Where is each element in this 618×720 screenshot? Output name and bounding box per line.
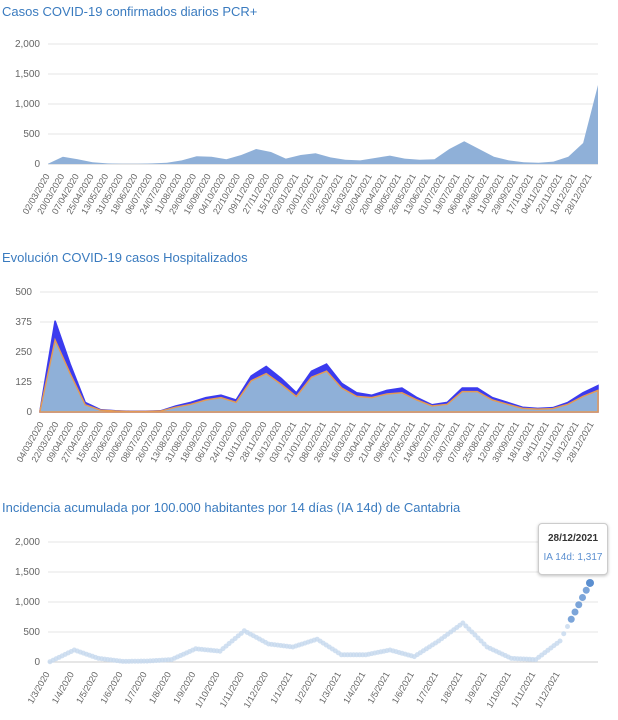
y-tick-label: 1,500 xyxy=(15,69,40,80)
y-tick-label: 0 xyxy=(26,407,32,418)
x-tick-label: 1/3/2020 xyxy=(26,670,52,705)
data-point xyxy=(460,620,466,626)
data-point xyxy=(575,601,583,609)
y-tick-label: 1,000 xyxy=(15,99,40,110)
x-tick-label: 1/4/2021 xyxy=(341,670,367,705)
y-tick-label: 2,000 xyxy=(15,537,40,548)
cases-area xyxy=(48,84,598,164)
chart2-title: Evolución COVID-19 casos Hospitalizados xyxy=(2,250,248,265)
data-point xyxy=(557,638,563,644)
y-tick-label: 500 xyxy=(23,129,40,140)
chart1-title: Casos COVID-19 confirmados diarios PCR+ xyxy=(2,4,258,19)
data-point xyxy=(463,623,469,629)
data-point xyxy=(475,635,481,641)
data-point xyxy=(472,632,478,638)
data-point xyxy=(571,608,579,616)
y-tick-label: 125 xyxy=(15,377,32,388)
y-tick-label: 0 xyxy=(34,657,40,668)
data-point xyxy=(481,641,487,647)
chart3-title: Incidencia acumulada por 100.000 habitan… xyxy=(2,500,461,515)
x-tick-label: 1/12/2021 xyxy=(533,670,562,710)
chart-hospitalized: 012525037550004/03/202022/03/202009/04/2… xyxy=(15,287,599,464)
tooltip-value: IA 14d: 1,317 xyxy=(543,552,603,563)
x-tick-label: 1/6/2021 xyxy=(390,670,416,705)
y-tick-label: 2,000 xyxy=(15,39,40,50)
x-tick-label: 1/5/2021 xyxy=(366,670,392,705)
y-tick-label: 250 xyxy=(15,347,32,358)
x-tick-label: 1/3/2021 xyxy=(317,670,343,705)
x-tick-label: 1/7/2020 xyxy=(123,670,149,705)
data-point xyxy=(579,593,586,601)
x-tick-label: 1/12/2020 xyxy=(242,670,271,710)
y-tick-label: 375 xyxy=(15,317,32,328)
data-point xyxy=(567,615,575,623)
data-point xyxy=(582,586,590,594)
tooltip-date: 28/12/2021 xyxy=(547,533,599,544)
y-tick-label: 1,500 xyxy=(15,567,40,578)
x-tick-label: 1/9/2020 xyxy=(171,670,197,705)
series-base-area xyxy=(39,337,599,413)
x-tick-label: 1/7/2021 xyxy=(414,670,440,705)
data-point xyxy=(478,638,484,644)
data-point xyxy=(565,623,570,629)
x-tick-label: 1/9/2021 xyxy=(463,670,489,705)
x-tick-label: 1/1/2021 xyxy=(268,670,294,705)
data-point xyxy=(466,626,472,632)
chart-incidence: 05001,0001,5002,0001/3/20201/4/20201/5/2… xyxy=(15,537,598,710)
data-point xyxy=(469,629,475,635)
x-tick-label: 1/2/2021 xyxy=(293,670,319,705)
x-tick-label: 1/5/2020 xyxy=(74,670,100,705)
chart-daily-cases: 05001,0001,5002,00002/03/202020/03/20200… xyxy=(15,39,598,216)
data-point-last xyxy=(586,578,594,587)
x-tick-label: 1/8/2020 xyxy=(147,670,173,705)
y-tick-label: 500 xyxy=(23,627,40,638)
y-tick-label: 0 xyxy=(34,159,40,170)
x-tick-label: 1/6/2020 xyxy=(98,670,124,705)
y-tick-label: 1,000 xyxy=(15,597,40,608)
x-tick-label: 1/8/2021 xyxy=(438,670,464,705)
tooltip: 28/12/2021 IA 14d: 1,317 xyxy=(538,523,608,575)
x-tick-label: 1/4/2020 xyxy=(50,670,76,705)
y-tick-label: 500 xyxy=(15,287,32,298)
data-point xyxy=(561,631,567,637)
